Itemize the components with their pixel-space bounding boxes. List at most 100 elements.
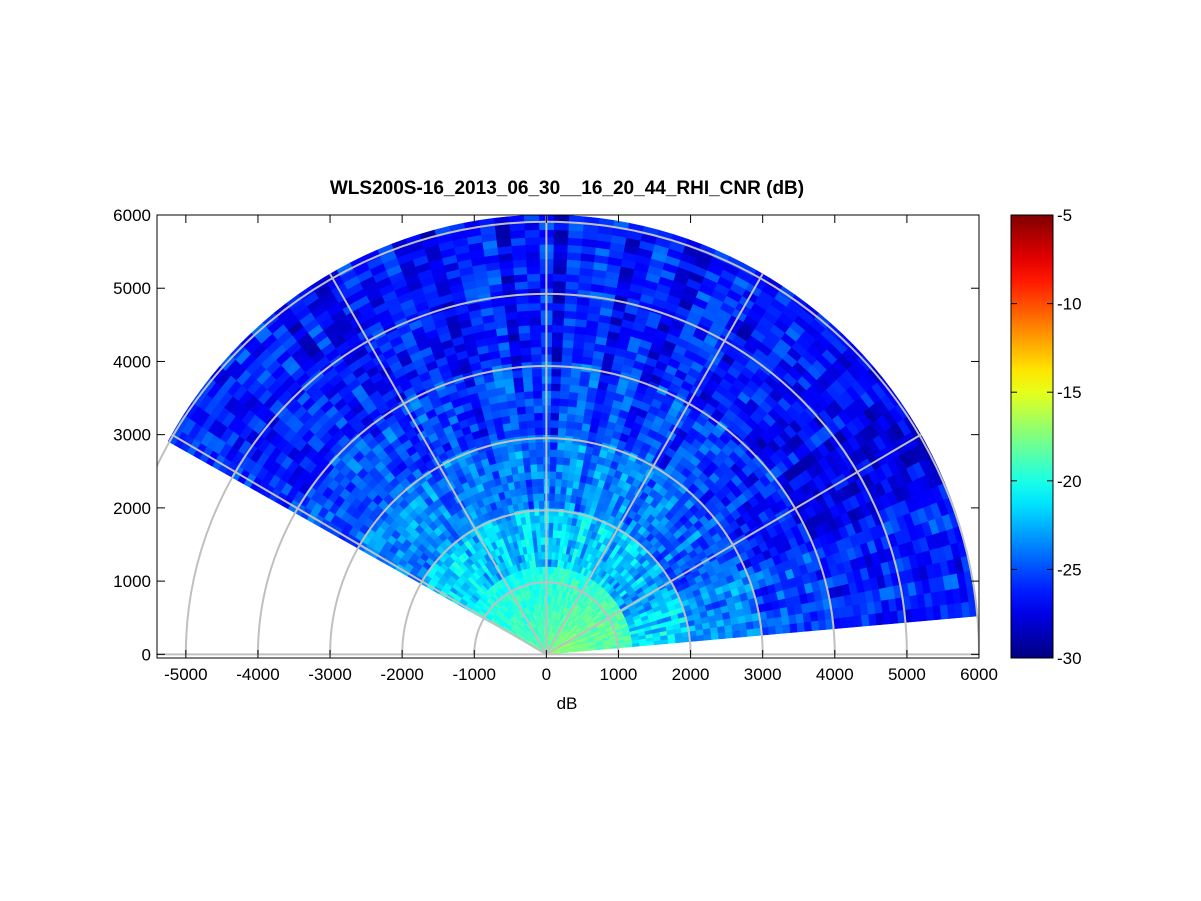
cnr-cell	[522, 376, 533, 385]
cnr-cell	[564, 281, 579, 290]
x-tick-label: -5000	[164, 665, 207, 684]
cnr-cell	[550, 375, 561, 385]
cnr-cell	[531, 478, 538, 487]
cnr-cell	[517, 420, 528, 430]
cnr-cell	[531, 485, 539, 495]
cnr-cell	[559, 390, 570, 400]
cnr-cell	[506, 325, 519, 335]
x-tick-label: 2000	[672, 665, 710, 684]
cnr-cell	[523, 390, 534, 400]
y-tick-label: 4000	[113, 352, 151, 371]
cnr-cell	[525, 420, 535, 429]
cnr-cell	[524, 244, 540, 253]
cnr-cell	[559, 493, 566, 502]
cnr-cell	[537, 485, 544, 494]
cnr-cell	[509, 421, 520, 431]
cnr-cell	[558, 398, 569, 407]
cnr-cell	[512, 376, 524, 386]
cnr-cell	[555, 456, 564, 465]
cnr-cell	[553, 500, 560, 509]
cnr-cell	[548, 493, 555, 502]
y-tick-label: 3000	[113, 426, 151, 445]
cnr-cell	[839, 616, 849, 629]
cnr-cell	[568, 465, 576, 474]
cnr-cell	[538, 500, 545, 509]
cnr-cell	[555, 471, 563, 480]
cnr-cell	[552, 280, 566, 289]
cnr-cell	[717, 631, 727, 640]
cnr-cell	[521, 449, 530, 459]
cnr-cell	[563, 442, 573, 452]
cnr-cell	[510, 244, 526, 254]
cnr-cell	[558, 405, 569, 414]
cnr-cell	[526, 266, 541, 275]
cnr-cell	[515, 295, 529, 305]
cnr-cell	[710, 632, 720, 640]
cnr-cell	[526, 273, 541, 282]
y-tick-label: 6000	[113, 206, 151, 225]
cnr-cell	[533, 412, 543, 421]
cnr-cell	[519, 339, 531, 349]
cnr-cell	[566, 479, 574, 489]
cnr-cell	[573, 333, 586, 343]
colorbar-tick-label: -15	[1057, 383, 1082, 402]
cnr-cell	[533, 405, 543, 414]
cnr-cell	[508, 414, 519, 424]
cnr-cell	[532, 500, 540, 509]
cnr-cell	[525, 251, 540, 260]
cnr-cell	[510, 354, 522, 364]
cnr-cell	[507, 333, 520, 343]
colorbar-tick-label: -25	[1057, 560, 1082, 579]
cnr-cell	[547, 573, 551, 582]
cnr-cell	[530, 346, 542, 355]
plot-area	[157, 215, 979, 656]
cnr-cell	[558, 508, 565, 517]
cnr-cell	[557, 515, 564, 524]
cnr-cell	[525, 478, 533, 488]
cnr-cell	[520, 354, 532, 363]
cnr-cell	[550, 368, 562, 377]
cnr-cell	[563, 310, 577, 320]
cnr-cell	[509, 229, 526, 239]
cnr-cell	[571, 354, 583, 364]
cnr-cell	[553, 222, 569, 231]
y-tick-label: 5000	[113, 279, 151, 298]
cnr-cell	[514, 391, 525, 401]
cnr-cell	[530, 471, 538, 480]
cnr-cell	[524, 405, 535, 414]
cnr-cell	[549, 449, 558, 458]
cnr-cell	[573, 421, 583, 431]
cnr-cell	[566, 251, 582, 261]
cnr-cell	[554, 485, 562, 495]
cnr-cell	[567, 229, 584, 239]
cnr-cell	[782, 623, 791, 634]
cnr-cell	[739, 629, 748, 638]
cnr-cell	[569, 369, 581, 379]
cnr-cell	[532, 383, 543, 392]
cnr-cell	[725, 630, 734, 639]
cnr-cell	[550, 419, 559, 428]
cnr-cell	[548, 507, 555, 516]
cnr-cell	[567, 237, 583, 247]
cnr-cell	[569, 376, 581, 386]
cnr-cell	[561, 339, 574, 349]
cnr-cell	[515, 398, 526, 408]
cnr-cell	[553, 507, 560, 517]
cnr-cell	[533, 507, 540, 517]
x-tick-label: -1000	[453, 665, 496, 684]
cnr-cell	[773, 616, 783, 627]
cnr-cell	[524, 236, 540, 246]
cnr-cell	[574, 414, 584, 424]
cnr-cell	[531, 368, 542, 377]
cnr-cell	[553, 236, 569, 246]
cnr-cell	[539, 522, 545, 531]
cnr-cell	[522, 457, 531, 466]
cnr-cell	[572, 340, 585, 350]
cnr-cell	[549, 463, 557, 472]
x-tick-label: 3000	[744, 665, 782, 684]
cnr-cell	[515, 303, 529, 312]
cnr-cell	[539, 529, 545, 538]
cnr-cell	[552, 251, 568, 260]
x-tick-label: 1000	[600, 665, 638, 684]
